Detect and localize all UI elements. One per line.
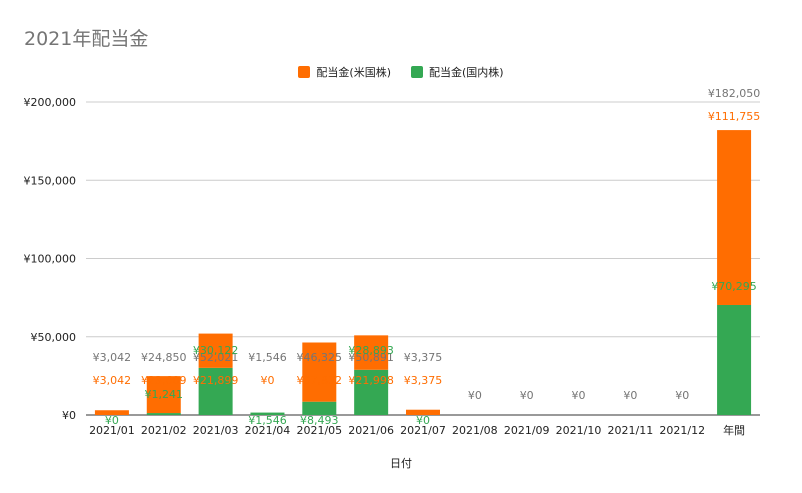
data-label-us: ¥37,832 [297,374,343,387]
data-label-jp: ¥28,893 [348,344,394,357]
bar-segment [94,410,129,415]
bar-segment [250,412,285,415]
data-label-jp: ¥0 [105,414,119,427]
bar-segment [717,130,752,305]
legend: 配当金(米国株) 配当金(国内株) [0,64,802,80]
x-tick-label: 2021/12 [659,424,705,437]
legend-label-us: 配当金(米国株) [316,66,391,79]
total-label: ¥0 [572,389,586,402]
data-label-us: ¥23,609 [141,374,187,387]
data-label-us: ¥111,755 [708,110,761,123]
x-tick-label: 年間 [723,423,745,437]
data-label-jp: ¥1,241 [145,388,184,401]
bar-segment [302,401,337,415]
data-label-jp: ¥30,122 [193,344,239,357]
total-label: ¥52,021 [193,351,239,364]
total-label: ¥3,042 [93,351,132,364]
x-tick-label: 2021/05 [296,424,342,437]
total-label: ¥0 [520,389,534,402]
total-label: ¥0 [675,389,689,402]
x-tick-label: 2021/08 [452,424,498,437]
total-label: ¥50,891 [348,351,394,364]
x-tick-label: 2021/10 [556,424,602,437]
data-label-jp: ¥8,493 [300,414,339,427]
data-label-jp: ¥70,295 [711,280,757,293]
legend-swatch-us [298,66,311,78]
legend-item-jp[interactable]: 配当金(国内株) [411,64,504,80]
total-label: ¥46,325 [297,351,343,364]
total-label: ¥0 [623,389,637,402]
x-axis-title: 日付 [390,457,412,470]
x-tick-label: 2021/04 [245,424,291,437]
total-label: ¥1,546 [248,351,287,364]
y-tick-label: ¥150,000 [24,174,77,187]
bar-segment [302,342,337,402]
total-label: ¥182,050 [708,87,761,100]
data-label-us: ¥3,375 [404,374,443,387]
legend-item-us[interactable]: 配当金(米国株) [298,64,391,80]
bar-segment [198,367,233,415]
bar-segment [717,304,752,415]
bar-segment [406,409,440,415]
y-tick-label: ¥200,000 [24,96,77,109]
chart-title: 2021年配当金 [24,28,149,50]
x-tick-label: 2021/06 [348,424,394,437]
data-label-us: ¥21,998 [348,374,394,387]
total-label: ¥24,850 [141,351,187,364]
y-tick-label: ¥0 [62,409,76,422]
data-label-us: ¥0 [260,374,274,387]
legend-swatch-jp [411,66,423,78]
bar-segment [354,369,389,415]
data-label-jp: ¥0 [416,414,430,427]
total-label: ¥3,375 [404,351,443,364]
bar-segment [146,413,181,415]
y-tick-label: ¥100,000 [24,253,77,266]
x-tick-label: 2021/01 [89,424,135,437]
data-label-us: ¥3,042 [93,374,132,387]
y-tick-label: ¥50,000 [31,331,77,344]
total-label: ¥0 [468,389,482,402]
x-tick-label: 2021/09 [504,424,550,437]
bar-segment [354,335,389,370]
bar-segment [198,333,233,368]
x-tick-label: 2021/02 [141,424,187,437]
x-tick-label: 2021/07 [400,424,446,437]
bar-segment [146,376,181,414]
data-label-us: ¥21,899 [193,374,239,387]
legend-label-jp: 配当金(国内株) [429,66,504,79]
data-label-jp: ¥1,546 [248,414,287,427]
x-tick-label: 2021/03 [193,424,239,437]
x-tick-label: 2021/11 [608,424,654,437]
